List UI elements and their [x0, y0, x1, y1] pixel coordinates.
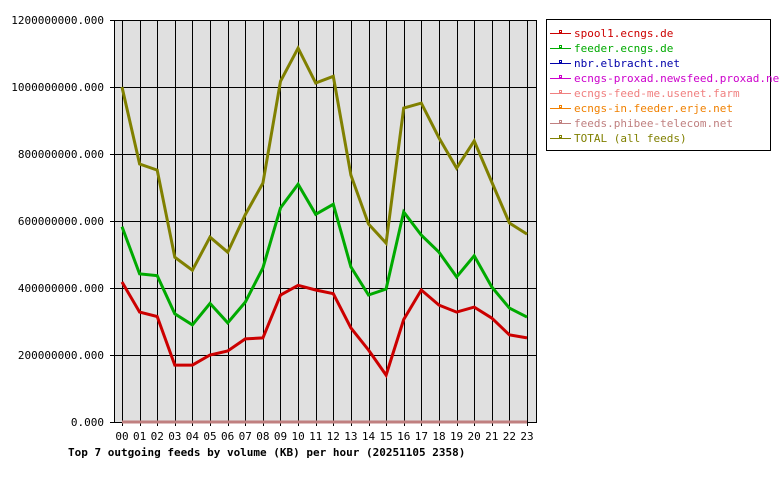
x-tick-label: 07	[239, 430, 252, 443]
y-tick-label: 600000000.000	[18, 215, 104, 228]
series-line-feeder-ecngs-de	[120, 181, 528, 327]
x-tick-label: 03	[168, 430, 181, 443]
x-tick-label: 02	[151, 430, 164, 443]
legend-label: nbr.elbracht.net	[574, 57, 680, 70]
x-tick-label: 09	[274, 430, 287, 443]
y-tick-label: 1000000000.000	[11, 81, 104, 94]
series-line-spool1-ecngs-de	[120, 281, 528, 379]
x-tick-label: 23	[520, 430, 533, 443]
legend-item: nbr.elbracht.net	[550, 57, 680, 70]
legend-label: ecngs-in.feeder.erje.net	[574, 102, 733, 115]
x-tick-label: 13	[344, 430, 357, 443]
y-tick-label: 800000000.000	[18, 148, 104, 161]
legend-marker-icon	[559, 75, 562, 78]
legend-label: ecngs-feed-me.usenet.farm	[574, 87, 740, 100]
x-tick-label: 06	[221, 430, 234, 443]
legend-item: ecngs-feed-me.usenet.farm	[550, 87, 740, 100]
y-tick-label: 400000000.000	[18, 282, 104, 295]
legend-item: spool1.ecngs.de	[550, 27, 673, 40]
legend-item: ecngs-proxad.newsfeed.proxad.net	[550, 72, 780, 85]
x-tick-label: 17	[415, 430, 428, 443]
legend-label: feeder.ecngs.de	[574, 42, 673, 55]
y-tick-label: 1200000000.000	[11, 14, 104, 27]
y-tick-label: 200000000.000	[18, 349, 104, 362]
legend-marker-icon	[559, 105, 562, 108]
chart-title: Top 7 outgoing feeds by volume (KB) per …	[68, 446, 465, 459]
legend-box	[546, 19, 771, 151]
x-tick-label: 15	[380, 430, 393, 443]
legend-marker-icon	[559, 30, 562, 33]
series-lines	[120, 44, 528, 424]
x-tick-label: 21	[485, 430, 498, 443]
series-line-total-all-feeds-	[120, 44, 528, 273]
x-tick-label: 04	[186, 430, 200, 443]
y-tick-label: 0.000	[71, 416, 104, 429]
x-tick-label: 08	[256, 430, 269, 443]
plot-area	[110, 20, 537, 426]
x-tick-label: 12	[327, 430, 340, 443]
legend-label: feeds.phibee-telecom.net	[574, 117, 733, 130]
legend: spool1.ecngs.de feeder.ecngs.de nbr.elbrac…	[546, 19, 780, 151]
x-tick-label: 20	[468, 430, 481, 443]
x-tick-label: 01	[133, 430, 146, 443]
legend-item: ecngs-in.feeder.erje.net	[550, 102, 733, 115]
x-tick-label: 10	[291, 430, 304, 443]
legend-item: TOTAL (all feeds)	[550, 132, 687, 145]
x-tick-label: 05	[203, 430, 216, 443]
legend-label: spool1.ecngs.de	[574, 27, 673, 40]
x-tick-label: 00	[115, 430, 128, 443]
legend-item: feeder.ecngs.de	[550, 42, 673, 55]
x-tick-label: 14	[362, 430, 376, 443]
x-tick-label: 22	[503, 430, 516, 443]
legend-label: TOTAL (all feeds)	[574, 132, 687, 145]
x-tick-label: 18	[432, 430, 445, 443]
x-tick-label: 19	[450, 430, 463, 443]
legend-item: feeds.phibee-telecom.net	[550, 117, 733, 130]
legend-marker-icon	[559, 120, 562, 123]
legend-marker-icon	[559, 45, 562, 48]
x-axis: 00 01 02 03 04 05 06 07 08 09 10 11 12 13 14 15 16 17 18 19…	[115, 430, 533, 443]
legend-marker-icon	[559, 60, 562, 63]
legend-label: ecngs-proxad.newsfeed.proxad.net	[574, 72, 780, 85]
x-tick-label: 11	[309, 430, 322, 443]
x-tick-label: 16	[397, 430, 410, 443]
y-axis: 0.000 200000000.000 400000000.000 600000000…	[11, 14, 104, 429]
legend-marker-icon	[559, 90, 562, 93]
legend-marker-icon	[559, 135, 562, 138]
